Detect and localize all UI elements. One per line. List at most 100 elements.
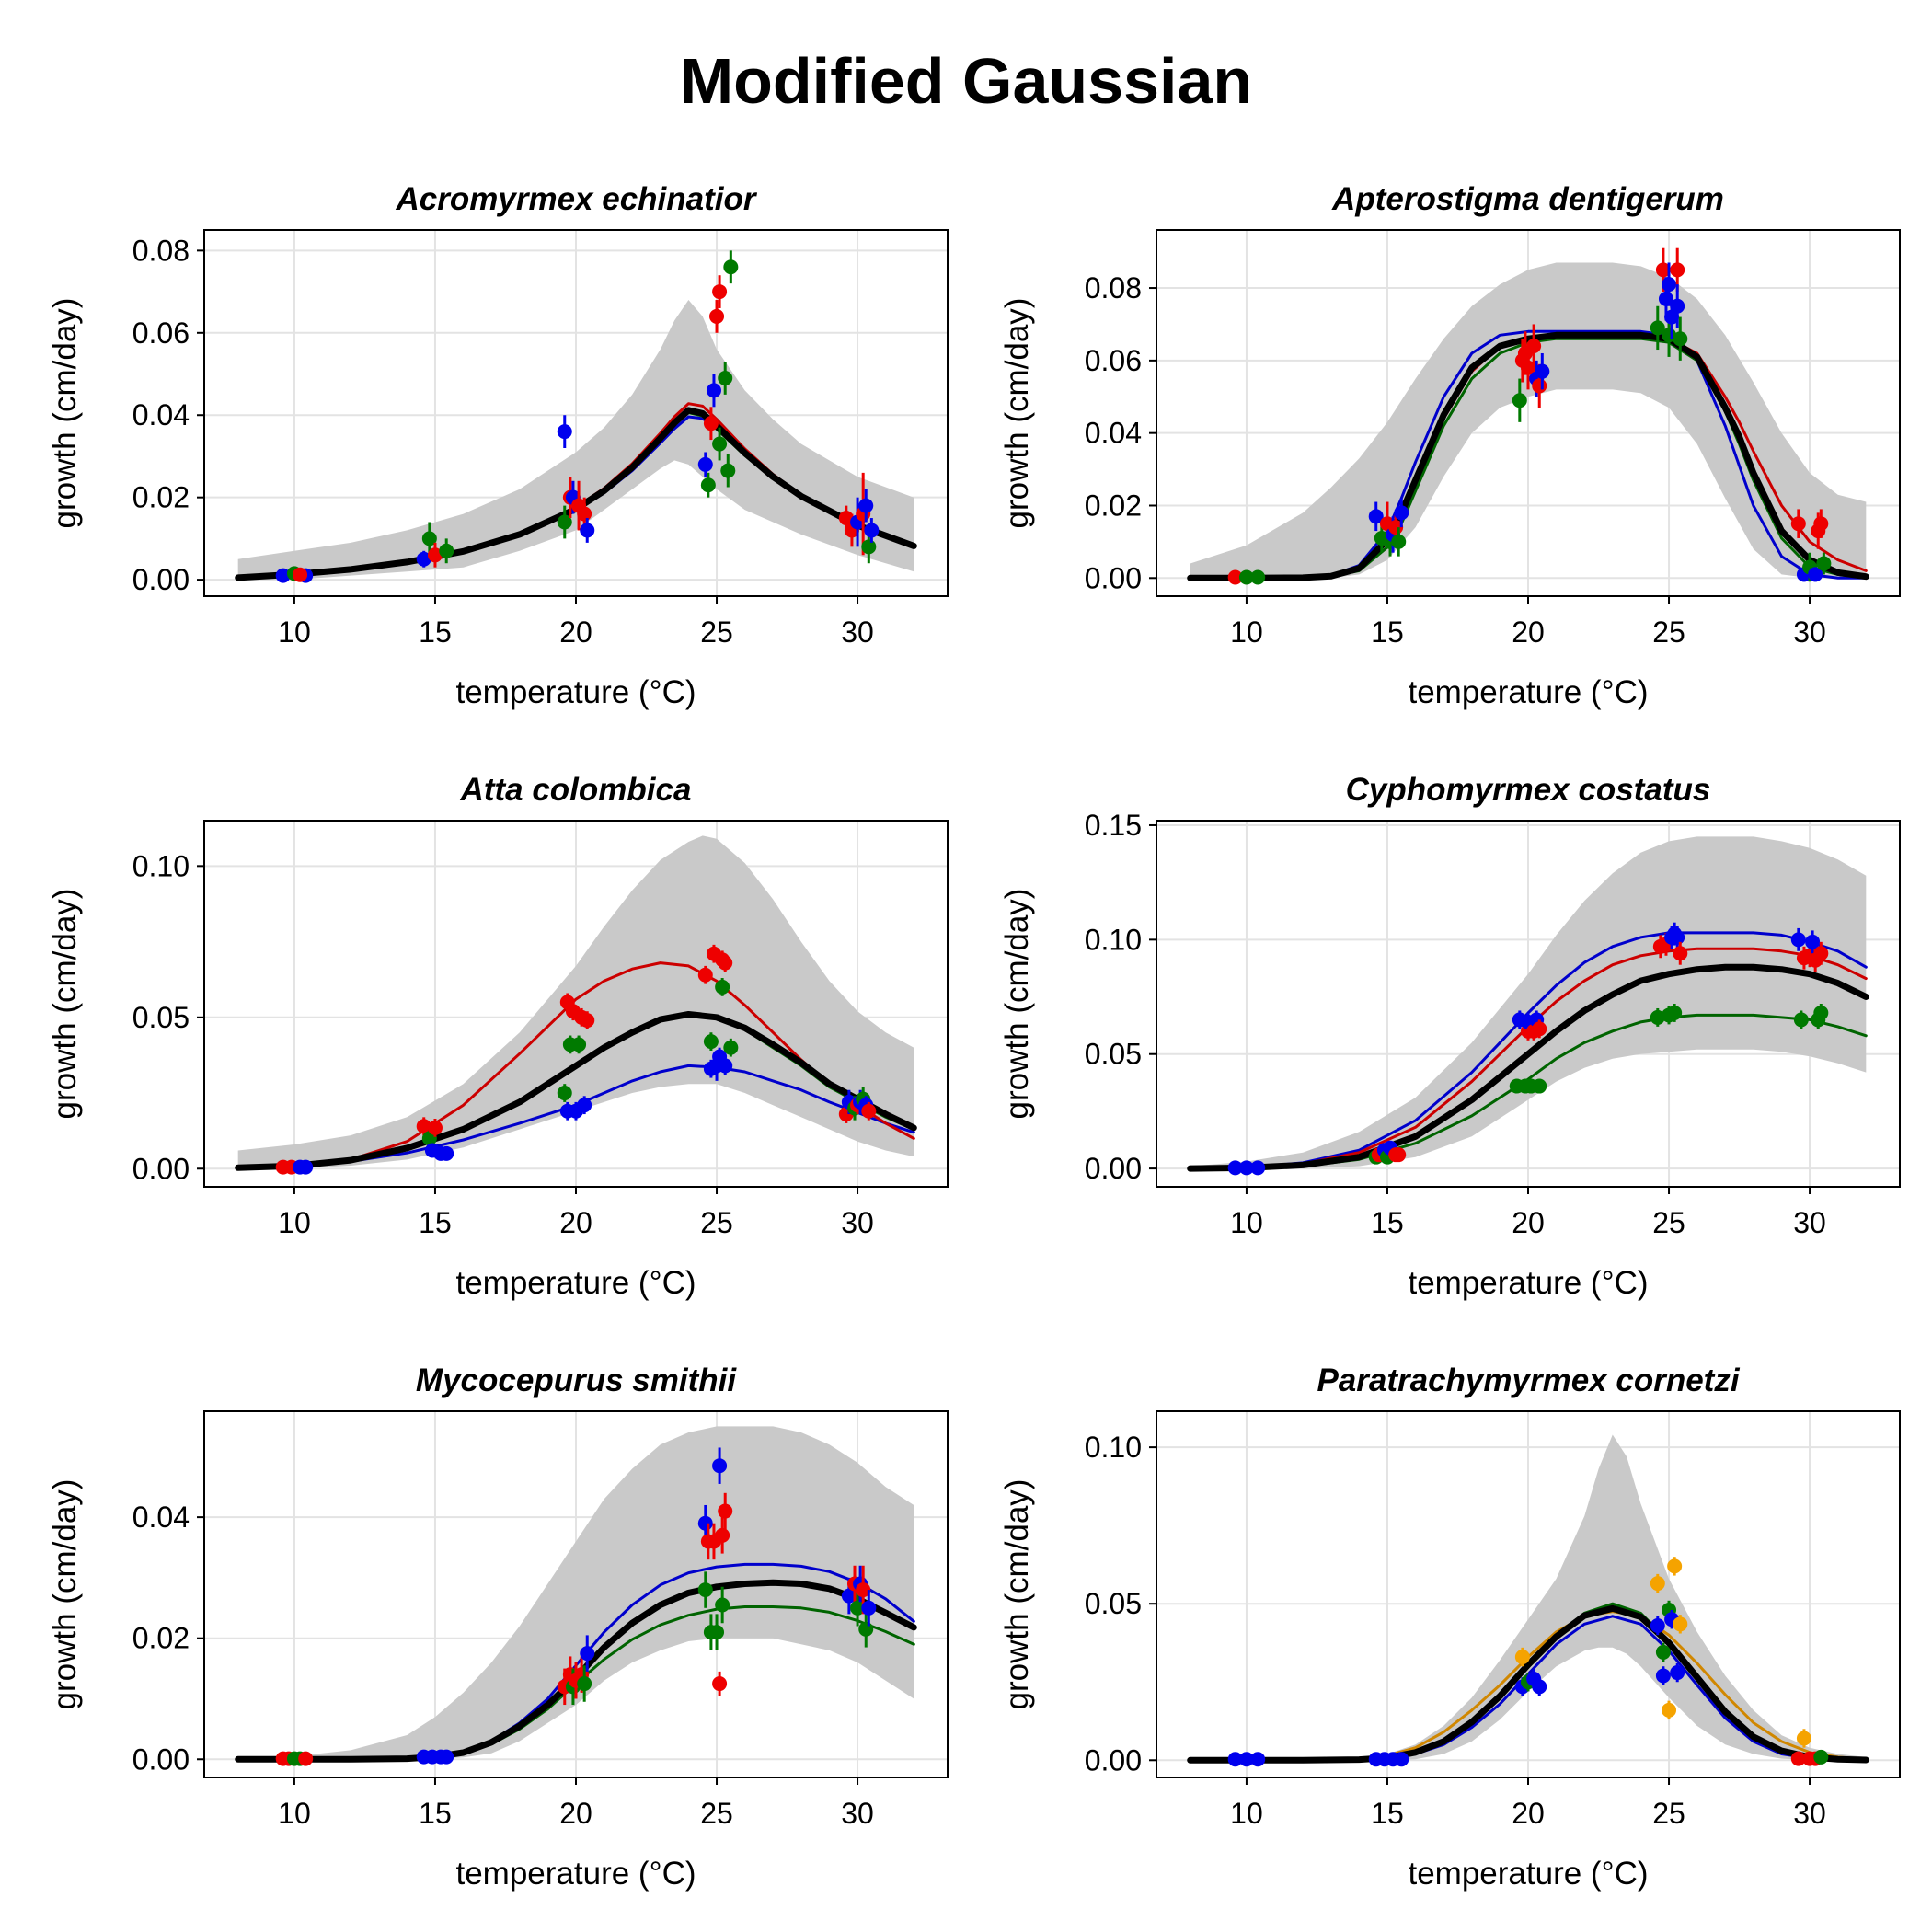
point-marker (1655, 1644, 1671, 1660)
data-point-green (1673, 316, 1688, 361)
x-tick-label: 30 (1793, 1206, 1826, 1239)
data-point-green (703, 1032, 719, 1051)
data-point-green (1813, 1749, 1829, 1765)
plot-area (235, 835, 917, 1175)
plot-area (1187, 247, 1869, 585)
point-marker (1532, 1679, 1547, 1695)
data-point-red (712, 1671, 728, 1696)
point-marker (709, 1625, 725, 1640)
data-point-blue (712, 1447, 728, 1484)
x-tick-label: 20 (559, 1797, 592, 1830)
data-point-blue (1394, 498, 1409, 528)
x-tick-label: 30 (1793, 615, 1826, 649)
y-tick-label: 0.06 (132, 316, 190, 350)
data-point-green (1532, 1078, 1547, 1094)
point-marker (700, 477, 716, 493)
point-marker (850, 1600, 866, 1616)
point-marker (706, 383, 721, 398)
data-point-blue (1227, 1752, 1243, 1767)
x-tick-label: 15 (1371, 1797, 1404, 1830)
point-marker (1514, 1650, 1530, 1665)
point-marker (723, 1040, 739, 1055)
data-point-blue (1808, 567, 1823, 582)
data-point-orange (1673, 1615, 1688, 1634)
data-point-blue (1227, 1160, 1243, 1176)
data-point-green (1793, 1010, 1809, 1029)
data-point-red (1790, 1751, 1806, 1766)
x-axis-label: temperature (°C) (1408, 1265, 1648, 1301)
data-point-blue (580, 1635, 595, 1672)
x-tick-label: 15 (1371, 615, 1404, 649)
data-point-blue (697, 452, 713, 477)
data-point-red (298, 1751, 314, 1766)
y-tick-label: 0.15 (1085, 809, 1142, 842)
point-marker (1532, 1078, 1547, 1094)
figure-title: Modified Gaussian (679, 45, 1253, 117)
data-point-blue (718, 1056, 733, 1075)
point-marker (712, 1458, 728, 1474)
y-tick-label: 0.08 (1085, 271, 1142, 305)
data-point-red (861, 1101, 877, 1121)
point-marker (1816, 556, 1832, 571)
point-marker (1673, 1616, 1688, 1632)
point-marker (1813, 946, 1829, 961)
x-tick-label: 10 (1230, 1797, 1263, 1830)
data-point-red (703, 407, 719, 441)
data-point-blue (861, 1590, 877, 1627)
x-axis-label: temperature (°C) (455, 1856, 696, 1892)
y-tick-label: 0.08 (132, 234, 190, 267)
data-point-blue (580, 518, 595, 543)
point-marker (1521, 360, 1535, 375)
data-point-green (557, 505, 572, 539)
point-marker (1662, 277, 1677, 293)
data-point-red (427, 1118, 443, 1137)
point-marker (1805, 934, 1821, 949)
x-axis-label: temperature (°C) (1408, 674, 1648, 710)
y-axis-label: growth (cm/day) (999, 889, 1035, 1120)
data-point-green (439, 538, 454, 564)
data-point-blue (1655, 1666, 1671, 1685)
data-point-orange (1662, 1700, 1677, 1720)
x-tick-label: 10 (278, 615, 311, 649)
point-marker (1238, 569, 1254, 585)
data-point-blue (439, 1145, 454, 1161)
point-marker (1394, 505, 1409, 521)
panel-title-mycocepurus-smithii: Mycocepurus smithii (416, 1363, 737, 1398)
point-marker (712, 284, 728, 300)
x-tick-label: 20 (559, 1206, 592, 1239)
data-point-blue (864, 518, 880, 543)
point-marker (1368, 509, 1384, 524)
y-tick-label: 0.00 (132, 1742, 190, 1776)
point-marker (1650, 1618, 1665, 1634)
chart-panel-apterostigma-dentigerum: 10 15 20 25 30 0.00 0.02 0.04 0.06 0.08 Apterostig… (999, 181, 1901, 710)
point-marker (858, 498, 874, 513)
point-marker (1793, 1012, 1809, 1028)
panel-title-acromyrmex-echinatior: Acromyrmex echinatior (396, 181, 758, 217)
point-marker (439, 1749, 454, 1765)
credible-band (237, 300, 914, 581)
point-marker (1813, 1005, 1829, 1020)
x-tick-label: 25 (1652, 1206, 1685, 1239)
point-marker (1227, 1160, 1243, 1176)
panel-title-apterostigma-dentigerum: Apterostigma dentigerum (1331, 181, 1724, 217)
data-point-green (1391, 527, 1407, 557)
point-marker (293, 567, 308, 582)
point-marker (1250, 569, 1266, 585)
point-marker (1532, 1021, 1547, 1037)
data-point-red (293, 567, 308, 582)
point-marker (298, 1159, 314, 1175)
data-point-orange (1667, 1557, 1683, 1576)
point-marker (697, 1582, 713, 1598)
point-marker (577, 1676, 592, 1692)
x-tick-label: 15 (1371, 1206, 1404, 1239)
y-tick-label: 0.00 (132, 563, 190, 596)
data-point-blue (298, 1159, 314, 1175)
point-marker (1655, 1668, 1671, 1684)
data-point-green (715, 978, 730, 996)
data-point-red (718, 1492, 733, 1530)
data-point-red (427, 542, 443, 568)
y-axis-label: growth (cm/day) (47, 298, 83, 529)
chart-panel-atta-colombica: 10 15 20 25 30 0.00 0.05 0.10 Atta colombica temp… (47, 772, 949, 1301)
chart-panel-paratrachymyrmex-cornetzi: 10 15 20 25 30 0.00 0.05 0.10 Paratrachymyrmex c… (999, 1363, 1901, 1892)
point-marker (1655, 262, 1671, 278)
